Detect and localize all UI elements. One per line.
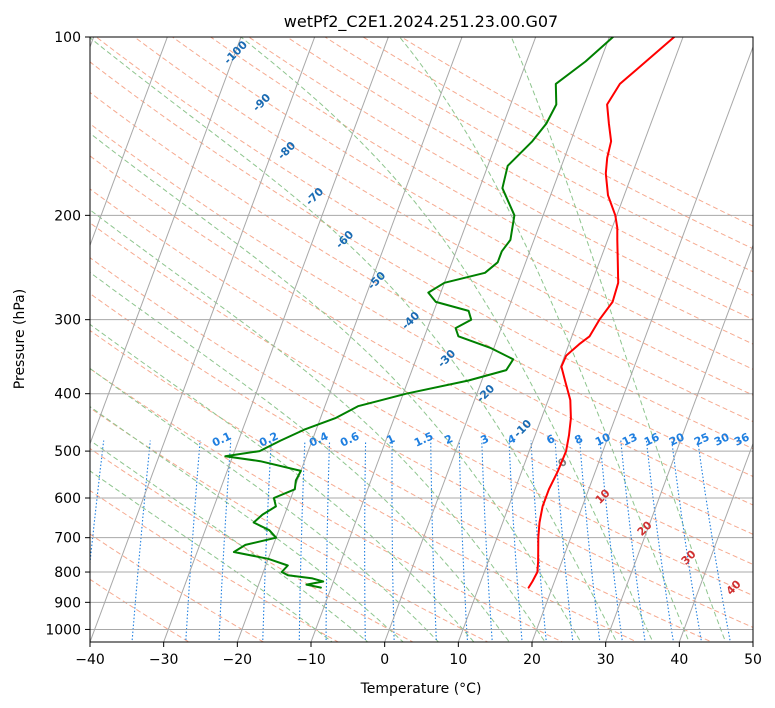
mixing-ratio-line [554, 440, 574, 642]
x-tick-label: 20 [523, 652, 541, 668]
dry-adiabat-line [285, 37, 753, 296]
mixing-ratio-line [430, 440, 437, 642]
mixing-ratio-label: 30 [712, 430, 732, 448]
dry-adiabat-line [90, 123, 753, 506]
mixing-ratio-label: 16 [642, 430, 662, 448]
mixing-ratio-line [364, 440, 367, 642]
mixing-ratio-line [620, 440, 646, 642]
y-tick-label: 900 [54, 595, 81, 611]
dry-adiabat-line [324, 37, 753, 273]
mixing-ratio-label: 36 [732, 430, 752, 448]
isotherm-line [310, 37, 537, 642]
chart-title: wetPf2_C2E1.2024.251.23.00.G07 [284, 12, 558, 32]
dewpoint-profile-line [224, 37, 614, 589]
mixing-ratio-label: 20 [667, 430, 687, 448]
dry-adiabats [90, 37, 753, 642]
dry-adiabat-line [90, 257, 753, 628]
isotherm-line [163, 37, 389, 642]
mixing-ratio-line [481, 440, 493, 642]
dry-adiabat-line [362, 37, 753, 250]
x-tick-label: −20 [223, 652, 253, 668]
mixing-ratio-line [131, 440, 151, 642]
x-tick-label: 0 [380, 652, 389, 668]
sounding-series [224, 37, 676, 589]
moist-adiabat-line [90, 271, 510, 642]
y-tick-label: 600 [54, 491, 81, 507]
isotherm-line [457, 37, 684, 642]
dry-adiabat-line [171, 37, 753, 370]
isotherm-line [90, 37, 316, 642]
y-axis: 100 200 300 400 500 600 700 800 900 1000 [45, 30, 90, 638]
isotherm-line [531, 45, 753, 642]
dry-adiabat-line [90, 61, 753, 450]
y-tick-label: 100 [54, 30, 81, 46]
x-axis: −40 −30 −20 −10 0 10 20 30 40 50 [75, 642, 762, 668]
temperature-profile-line [527, 37, 676, 589]
y-tick-label: 1000 [45, 622, 81, 638]
mixing-ratio-line [90, 440, 105, 568]
x-tick-label: 30 [597, 652, 615, 668]
plot-area: -100-90-80-70-60-50-40-30-20-10010203040… [90, 37, 753, 642]
mixing-ratio-line [325, 440, 331, 642]
moist-adiabat-line [90, 323, 475, 642]
mixing-ratio-line [508, 440, 523, 642]
isotherms [90, 37, 753, 642]
mixing-ratio-line [697, 440, 731, 642]
isotherm-line [678, 442, 753, 642]
mixing-ratio-label: 25 [692, 430, 711, 448]
y-axis-title: Pressure (hPa) [12, 289, 28, 389]
dry-adiabat-line [247, 37, 753, 320]
mixing-ratio-line [671, 440, 703, 642]
dry-adiabat-line [209, 37, 753, 345]
x-tick-label: 40 [670, 652, 688, 668]
mixing-ratio-line [645, 440, 675, 642]
mixing-ratio-line [599, 440, 623, 642]
y-tick-label: 300 [54, 313, 81, 329]
y-tick-label: 700 [54, 531, 81, 547]
moist-adiabat-line [510, 37, 727, 642]
mixing-ratio-line [262, 440, 272, 642]
plot-frame [89, 36, 754, 643]
dry-adiabat-line [90, 188, 753, 565]
x-tick-label: 50 [744, 652, 762, 668]
dry-adiabat-line [90, 533, 265, 642]
y-tick-label: 400 [54, 387, 81, 403]
mixing-ratio-label: 10 [593, 430, 613, 448]
mixing-ratio-line [458, 440, 469, 642]
y-tick-label: 500 [54, 444, 81, 460]
dry-adiabat-line [90, 91, 753, 477]
x-tick-label: −40 [75, 652, 105, 668]
dry-adiabat-line [90, 447, 414, 642]
mixing-ratio-lines [90, 440, 731, 642]
y-tick-label: 800 [54, 565, 81, 581]
mixing-ratio-line [185, 440, 201, 642]
dry-adiabat-line [90, 329, 639, 642]
dry-adiabat-line [90, 489, 340, 642]
x-tick-label: −30 [149, 652, 179, 668]
mixing-ratio-label: 13 [620, 430, 639, 448]
y-tick-label: 200 [54, 208, 81, 224]
mixing-ratio-line [579, 440, 601, 642]
dry-adiabat-line [95, 37, 753, 423]
mixing-ratio-line [218, 440, 232, 642]
mixing-ratio-line [298, 440, 306, 642]
isotherm-line [90, 37, 168, 247]
isotherm-line [236, 37, 463, 642]
isotherm-line [605, 243, 753, 642]
mixing-ratio-line [530, 440, 547, 642]
isotherm-line [384, 37, 610, 642]
isotherm-line [90, 37, 242, 446]
x-tick-label: 10 [449, 652, 467, 668]
x-axis-title: Temperature (°C) [360, 681, 482, 697]
x-tick-label: −10 [296, 652, 326, 668]
moist-adiabat-line [90, 132, 582, 642]
isobars [90, 37, 753, 630]
